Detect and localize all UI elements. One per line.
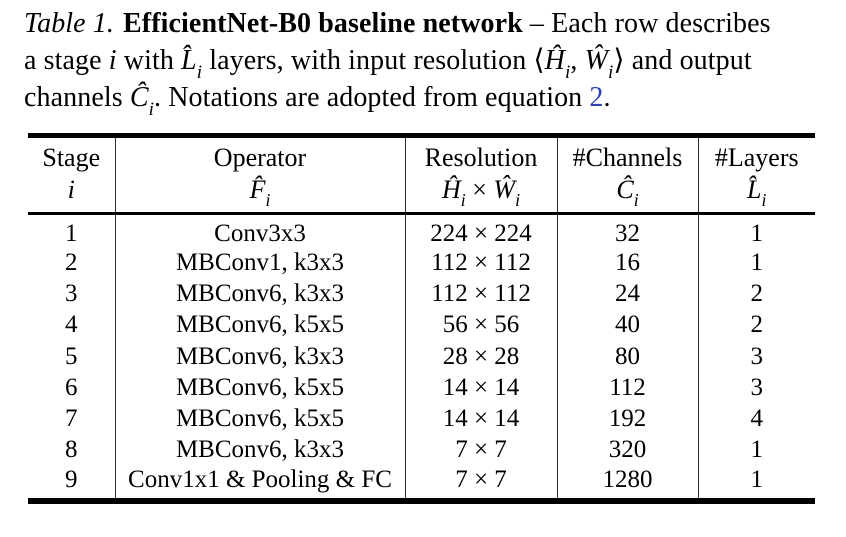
table-row: 2 MBConv1, k3x3 112 × 112 16 1 [28, 247, 815, 279]
caption-period: . [603, 82, 611, 113]
caption-text-1: – Each row describes [522, 8, 771, 39]
symbol-operator: F̂i [114, 173, 405, 215]
math-L-hat: L̂i [181, 45, 203, 83]
cell-operator: MBConv6, k5x5 [114, 372, 405, 404]
cell-channels: 192 [556, 403, 698, 435]
cell-channels: 32 [556, 213, 698, 248]
table-row: 7 MBConv6, k5x5 14 × 14 192 4 [28, 403, 815, 435]
cell-channels: 24 [556, 278, 698, 310]
cell-operator: MBConv1, k3x3 [114, 247, 405, 279]
times-sign: × [465, 174, 494, 204]
cell-layers: 1 [697, 247, 815, 279]
cell-resolution: 28 × 28 [404, 341, 557, 373]
header-operator: Operator [114, 135, 405, 173]
cell-layers: 3 [697, 341, 815, 373]
cell-stage: 9 [65, 465, 78, 493]
cell-stage: 4 [65, 311, 78, 339]
table-header: Stage Operator Resolution #Channels #Lay… [28, 135, 815, 215]
header-label-row: Stage Operator Resolution #Channels #Lay… [28, 135, 815, 173]
cell-channels: 40 [556, 309, 698, 342]
table-row: 4 MBConv6, k5x5 56 × 56 40 2 [28, 309, 815, 342]
table-caption: Table 1. EfficientNet-B0 baseline network… [0, 0, 846, 120]
equation-link[interactable]: 2 [589, 82, 604, 113]
cell-layers: 2 [697, 309, 815, 342]
caption-text-3b: . Notations are adopted from equation [154, 82, 590, 113]
table-body: 1 Conv3x3 224 × 224 32 1 2 MBConv1, k3x3… [28, 213, 815, 501]
cell-operator: Conv3x3 [114, 213, 405, 248]
cell-resolution: 224 × 224 [404, 213, 557, 248]
cell-stage: 5 [65, 342, 78, 370]
math-C-hat: Ĉi [129, 82, 155, 120]
caption-line-3: channels Ĉi. Notations are adopted from… [24, 79, 840, 120]
table-row: 6 MBConv6, k5x5 14 × 14 112 3 [28, 372, 815, 404]
cell-layers: 4 [697, 403, 815, 435]
header-stage: Stage [42, 143, 101, 172]
cell-channels: 1280 [556, 465, 698, 501]
caption-comma: , [570, 45, 585, 76]
table-row: 1 Conv3x3 224 × 224 32 1 [28, 213, 815, 248]
cell-resolution: 112 × 112 [404, 278, 557, 310]
symbol-resolution: Ĥi × Ŵi [404, 173, 557, 215]
cell-channels: 112 [556, 372, 698, 404]
cell-operator: MBConv6, k5x5 [114, 403, 405, 435]
header-symbol-row: i F̂i Ĥi × Ŵi Ĉi L̂i [28, 173, 815, 215]
table-row: 8 MBConv6, k3x3 7 × 7 320 1 [28, 434, 815, 466]
efficientnet-b0-table: Stage Operator Resolution #Channels #Lay… [28, 133, 815, 504]
cell-channels: 16 [556, 247, 698, 279]
caption-text-2b: with [116, 45, 182, 76]
symbol-channels: Ĉi [556, 173, 698, 215]
math-W-hat: Ŵi [584, 45, 614, 83]
table-row: 3 MBConv6, k3x3 112 × 112 24 2 [28, 278, 815, 310]
cell-resolution: 7 × 7 [404, 465, 557, 501]
left-angle-bracket: ⟨ [533, 45, 545, 76]
cell-operator: MBConv6, k5x5 [114, 309, 405, 342]
caption-line-2: a stage i with L̂i layers, with input re… [24, 42, 840, 83]
cell-operator: MBConv6, k3x3 [114, 278, 405, 310]
symbol-layers: L̂i [697, 173, 815, 215]
cell-resolution: 112 × 112 [404, 247, 557, 279]
header-resolution: Resolution [404, 135, 557, 173]
cell-layers: 1 [697, 213, 815, 248]
table-row: 9 Conv1x1 & Pooling & FC 7 × 7 1280 1 [28, 465, 815, 501]
cell-stage: 2 [65, 249, 78, 277]
cell-resolution: 56 × 56 [404, 309, 557, 342]
table-title: EfficientNet-B0 baseline network [123, 8, 523, 39]
caption-text-2a: a stage [24, 45, 109, 76]
cell-resolution: 7 × 7 [404, 434, 557, 466]
table-row: 5 MBConv6, k3x3 28 × 28 80 3 [28, 341, 815, 373]
cell-stage: 1 [65, 219, 78, 247]
math-i: i [108, 45, 117, 76]
header-layers: #Layers [697, 135, 815, 173]
caption-text-3a: channels [24, 82, 130, 113]
cell-stage: 7 [65, 405, 78, 433]
cell-channels: 80 [556, 341, 698, 373]
cell-channels: 320 [556, 434, 698, 466]
cell-resolution: 14 × 14 [404, 403, 557, 435]
cell-operator: Conv1x1 & Pooling & FC [114, 465, 405, 501]
cell-operator: MBConv6, k3x3 [114, 434, 405, 466]
cell-operator: MBConv6, k3x3 [114, 341, 405, 373]
caption-text-2d: and output [624, 45, 752, 76]
cell-layers: 1 [697, 465, 815, 501]
caption-line-1: Table 1. EfficientNet-B0 baseline network… [24, 5, 840, 42]
table-number-label: Table 1. [24, 8, 115, 39]
symbol-stage: i [28, 173, 115, 215]
cell-stage: 6 [65, 373, 78, 401]
right-angle-bracket: ⟩ [613, 45, 625, 76]
math-H-hat: Ĥi [544, 45, 571, 83]
cell-layers: 2 [697, 278, 815, 310]
cell-stage: 3 [65, 280, 78, 308]
cell-resolution: 14 × 14 [404, 372, 557, 404]
header-channels: #Channels [556, 135, 698, 173]
cell-layers: 1 [697, 434, 815, 466]
cell-layers: 3 [697, 372, 815, 404]
caption-text-2c: layers, with input resolution [202, 45, 534, 76]
cell-stage: 8 [65, 436, 78, 464]
